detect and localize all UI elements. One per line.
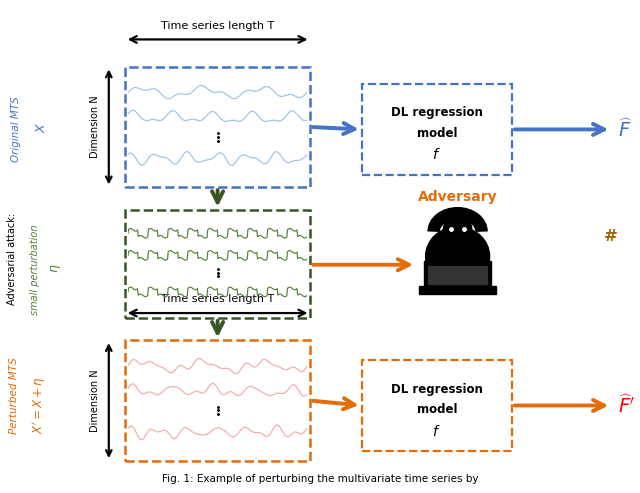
Text: Fig. 1: Example of perturbing the multivariate time series by: Fig. 1: Example of perturbing the multiv… [162,474,478,484]
Text: #: # [604,228,618,245]
Bar [428,266,487,284]
Text: $\widehat{F}$: $\widehat{F}$ [618,118,632,141]
Text: Dimension N: Dimension N [90,369,100,432]
Bar [419,286,496,294]
Text: small perturbation: small perturbation [30,222,40,316]
Text: Perturbed MTS: Perturbed MTS [9,357,19,434]
Text: model: model [417,127,457,140]
Bar [125,340,310,461]
Text: DL regression: DL regression [391,106,483,119]
Bar [362,84,512,175]
Text: $\eta$: $\eta$ [49,264,63,274]
Text: Dimension N: Dimension N [90,96,100,158]
Text: $\widehat{F}'$: $\widehat{F}'$ [618,394,635,417]
Text: $f$: $f$ [433,423,441,439]
Circle shape [444,217,472,239]
Text: $X'=X+\eta$: $X'=X+\eta$ [31,377,49,434]
Text: DL regression: DL regression [391,383,483,395]
Text: model: model [417,403,457,416]
Bar [125,67,310,187]
Text: Adversarial attack:: Adversarial attack: [6,213,17,305]
Text: Adversary: Adversary [418,190,497,204]
Bar [125,210,310,318]
Bar [424,261,491,288]
Bar [362,360,512,451]
Text: Time series length T: Time series length T [161,21,274,31]
Text: Original MTS: Original MTS [11,92,21,162]
Text: Time series length T: Time series length T [161,294,274,304]
Text: $X$: $X$ [35,121,48,133]
Ellipse shape [426,227,490,286]
Text: $f$: $f$ [433,147,441,163]
